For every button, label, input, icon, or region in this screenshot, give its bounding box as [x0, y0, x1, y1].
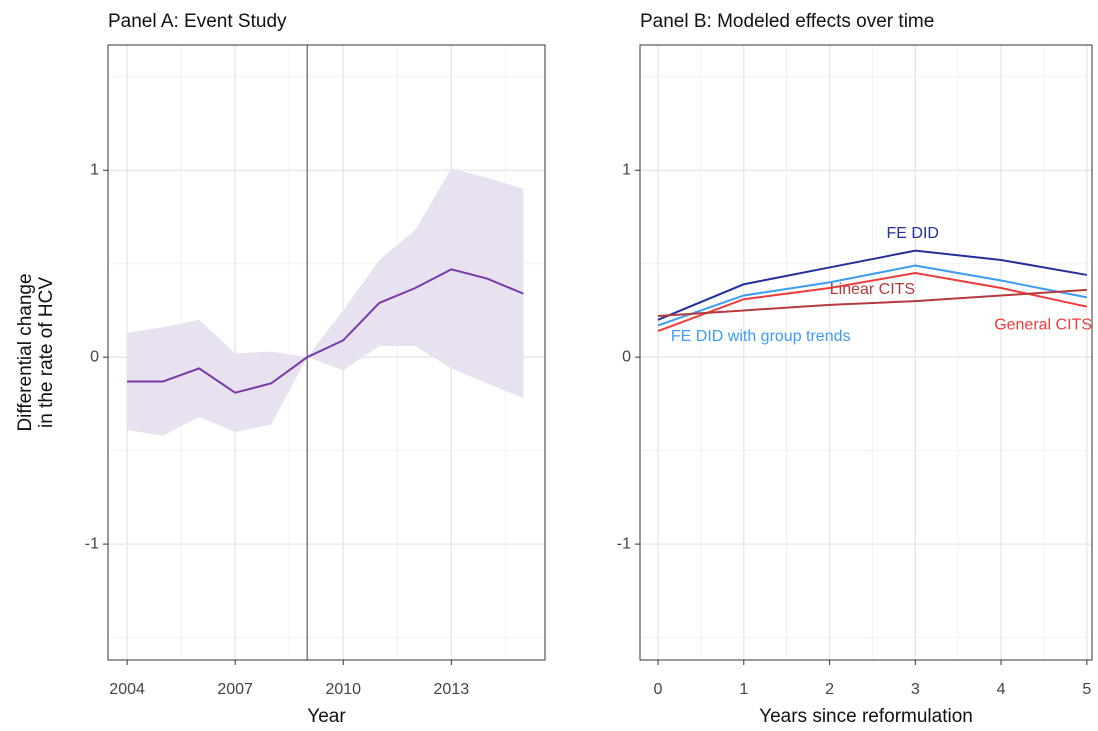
y-tick-label: -1 — [85, 535, 99, 552]
x-tick-label: 3 — [911, 681, 920, 698]
series-label: Linear CITS — [830, 281, 915, 298]
x-tick-label: 5 — [1082, 681, 1091, 698]
line — [657, 264, 1088, 327]
x-tick-label: 2004 — [109, 681, 145, 698]
line — [657, 272, 1088, 332]
line — [657, 288, 1087, 318]
x-axis-label: Year — [307, 706, 346, 727]
series-label: FE DID with group trends — [671, 328, 851, 345]
x-tick-label: 0 — [654, 681, 663, 698]
panel-title: Panel B: Modeled effects over time — [640, 11, 934, 32]
y-axis-label: in the rate of HCV — [36, 277, 57, 428]
line — [657, 249, 1088, 321]
x-tick-label: 1 — [739, 681, 748, 698]
panel-background — [640, 45, 1092, 660]
series-label: FE DID — [887, 225, 939, 242]
y-tick-label: 0 — [622, 348, 631, 365]
x-tick-label: 2013 — [434, 681, 470, 698]
x-tick-label: 2010 — [325, 681, 361, 698]
x-tick-label: 2 — [825, 681, 834, 698]
x-tick-label: 2007 — [217, 681, 253, 698]
y-tick-label: -1 — [617, 535, 631, 552]
panel-title: Panel A: Event Study — [108, 11, 287, 32]
x-axis-label: Years since reformulation — [759, 706, 973, 727]
line — [127, 268, 524, 394]
y-axis-label: Differential change — [15, 273, 36, 431]
panel-border — [107, 44, 546, 661]
y-tick-label: 1 — [622, 161, 631, 178]
x-tick-label: 4 — [997, 681, 1006, 698]
series-label: General CITS — [994, 317, 1092, 334]
panel-border — [639, 44, 1093, 661]
confidence-band — [127, 168, 524, 436]
y-tick-label: 0 — [90, 348, 99, 365]
y-tick-label: 1 — [90, 161, 99, 178]
